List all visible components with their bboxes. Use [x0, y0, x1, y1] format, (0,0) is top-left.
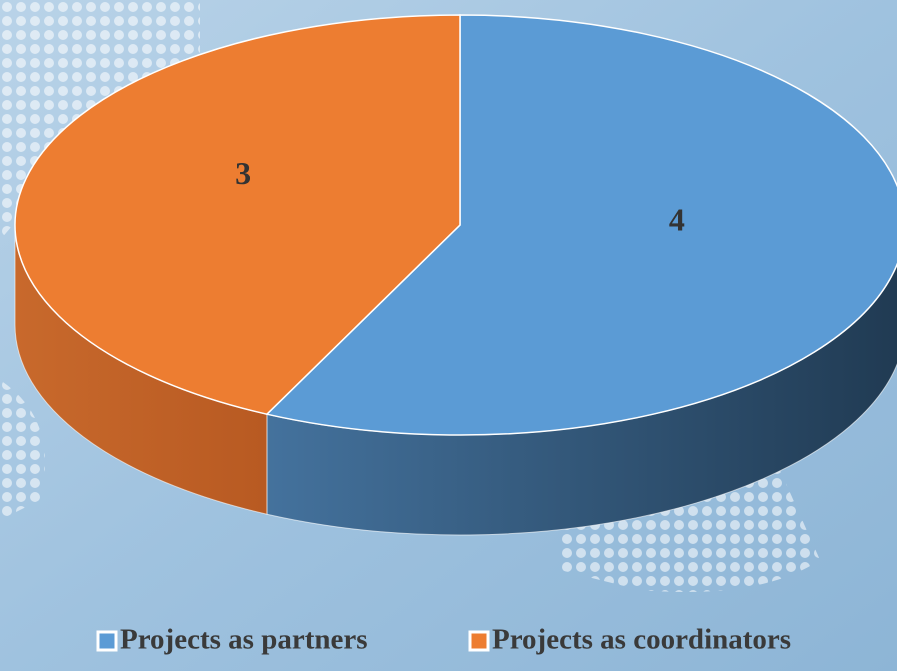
- data-label: 4: [669, 202, 685, 238]
- legend: Projects as partners Projects as coordina…: [96, 624, 791, 656]
- slice: [14, 14, 461, 416]
- slice: [265, 14, 897, 436]
- map-dots: [0, 380, 45, 520]
- legend-swatch: [96, 630, 118, 652]
- legend-label: Projects as coordinators: [492, 624, 791, 656]
- data-label: 3: [235, 155, 251, 191]
- pie: 43: [14, 14, 897, 536]
- legend-label: Projects as partners: [120, 624, 368, 656]
- legend-swatch: [468, 630, 490, 652]
